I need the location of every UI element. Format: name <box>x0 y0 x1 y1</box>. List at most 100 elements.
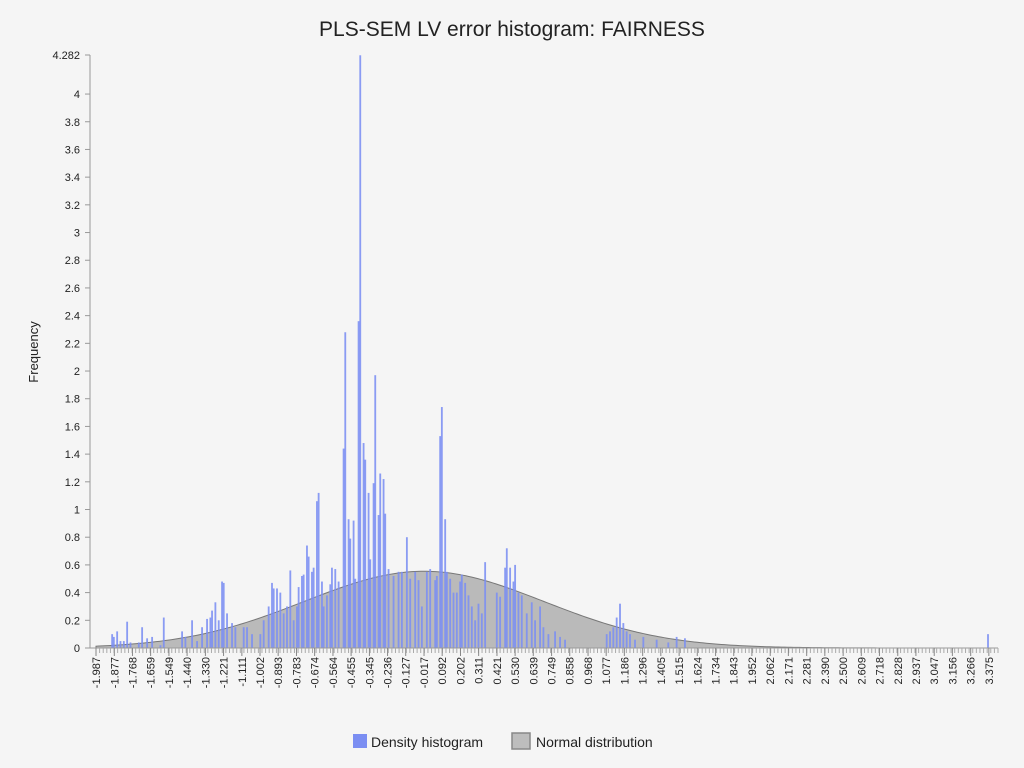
x-tick-label: 0.639 <box>528 657 540 685</box>
legend[interactable]: Density histogram Normal distribution <box>353 732 653 750</box>
histogram-bar <box>429 569 432 648</box>
histogram-bar <box>400 571 403 648</box>
y-tick-label: 2.2 <box>65 338 80 350</box>
histogram-bar <box>435 575 438 648</box>
y-tick-label: 2.8 <box>65 255 80 267</box>
histogram-bar <box>434 580 437 648</box>
histogram-bar <box>282 613 285 648</box>
histogram-bar <box>655 639 658 648</box>
histogram-bar <box>214 602 217 648</box>
x-tick-label: -0.127 <box>401 657 413 688</box>
x-tick-label: 2.281 <box>802 657 814 685</box>
histogram-bar <box>297 587 300 648</box>
x-tick-label: 1.077 <box>601 657 613 685</box>
y-tick-label: 4 <box>74 89 80 101</box>
histogram-bar <box>987 634 989 648</box>
histogram-bar <box>397 571 400 648</box>
histogram-bar <box>484 562 487 648</box>
x-tick-label: -0.345 <box>364 657 376 688</box>
y-tick-label: 2 <box>74 366 80 378</box>
x-tick-label: 2.171 <box>783 657 795 685</box>
x-tick-label: 1.515 <box>674 657 686 685</box>
histogram-bar <box>272 588 275 648</box>
x-tick-label: 1.405 <box>656 657 668 685</box>
histogram-bar <box>377 515 380 648</box>
x-tick-label: 1.952 <box>747 657 759 685</box>
x-tick-label: 0.202 <box>456 657 468 685</box>
histogram-bar <box>331 567 333 648</box>
histogram-bar <box>262 620 265 648</box>
y-tick-label: 3.6 <box>65 144 80 156</box>
y-tick-label: 0 <box>74 643 80 655</box>
chart-title: PLS-SEM LV error histogram: FAIRNESS <box>319 18 705 41</box>
histogram-bar <box>119 641 122 648</box>
histogram-bar <box>517 592 520 648</box>
histogram-bar <box>349 538 352 648</box>
x-tick-label: 1.624 <box>692 657 704 685</box>
histogram-bar <box>514 564 517 648</box>
histogram-bar <box>211 610 213 648</box>
histogram-bar <box>162 617 165 648</box>
histogram-bar <box>470 606 473 648</box>
histogram-bar <box>126 621 129 648</box>
histogram-bar <box>311 571 313 648</box>
histogram-bar <box>267 606 270 648</box>
histogram-bar <box>605 634 608 648</box>
histogram-bar <box>271 582 273 648</box>
histogram-bar <box>279 592 282 648</box>
x-tick-label: 1.186 <box>619 657 631 685</box>
legend-swatch-normal <box>511 732 531 750</box>
x-tick-label: 1.734 <box>711 657 723 685</box>
histogram-bar <box>539 606 541 648</box>
x-tick-label: -0.783 <box>292 657 304 688</box>
histogram-bar <box>512 581 515 648</box>
histogram-bar <box>286 606 288 648</box>
histogram-bar <box>547 634 550 648</box>
x-tick-label: 3.047 <box>929 657 941 685</box>
histogram-bar <box>642 636 645 648</box>
histogram-bar <box>425 571 428 648</box>
histogram-bar <box>612 627 615 648</box>
x-tick-label: 0.749 <box>547 657 559 685</box>
histogram-bar <box>520 595 523 648</box>
histogram-bar <box>302 574 305 648</box>
x-tick-label: 0.092 <box>437 657 449 685</box>
histogram-bar <box>474 620 477 648</box>
y-tick-label: 1.4 <box>65 449 80 461</box>
histogram-bar <box>129 642 132 648</box>
histogram-bar <box>246 627 248 648</box>
histogram-bar <box>141 627 144 648</box>
x-tick-label: 2.500 <box>838 657 850 685</box>
histogram-bar <box>251 634 253 648</box>
x-tick-label: 2.937 <box>911 657 923 685</box>
x-tick-label: -1.659 <box>146 657 158 688</box>
histogram-bar <box>296 606 298 648</box>
histogram-bar <box>440 407 443 648</box>
histogram-bar <box>354 578 357 648</box>
histogram-bar <box>181 631 183 648</box>
x-tick-label: -1.768 <box>128 657 140 688</box>
histogram-bar <box>609 631 611 648</box>
histogram-bar <box>137 642 140 648</box>
histogram-bar <box>209 617 212 648</box>
histogram-bar <box>362 443 365 648</box>
histogram-bar <box>347 519 350 648</box>
histogram-bar <box>505 548 508 648</box>
x-tick-label: 3.156 <box>947 657 959 685</box>
histogram-bar <box>111 634 114 648</box>
histogram-bar <box>379 473 382 648</box>
histogram-bar <box>221 581 223 648</box>
histogram-bar <box>151 636 154 648</box>
histogram-bar <box>372 483 375 648</box>
x-tick-label: 3.266 <box>966 657 978 685</box>
histogram-bar <box>530 602 533 648</box>
y-tick-label: 1.8 <box>65 394 80 406</box>
histogram-bar <box>367 492 370 648</box>
x-tick-label: -1.221 <box>219 657 231 688</box>
histogram-bar <box>554 631 556 648</box>
x-tick-label: 0.311 <box>474 657 486 684</box>
x-tick-label: -1.111 <box>237 657 249 687</box>
histogram-bar <box>337 581 340 648</box>
histogram-bar <box>357 321 360 648</box>
x-tick-label: 0.858 <box>565 657 577 685</box>
